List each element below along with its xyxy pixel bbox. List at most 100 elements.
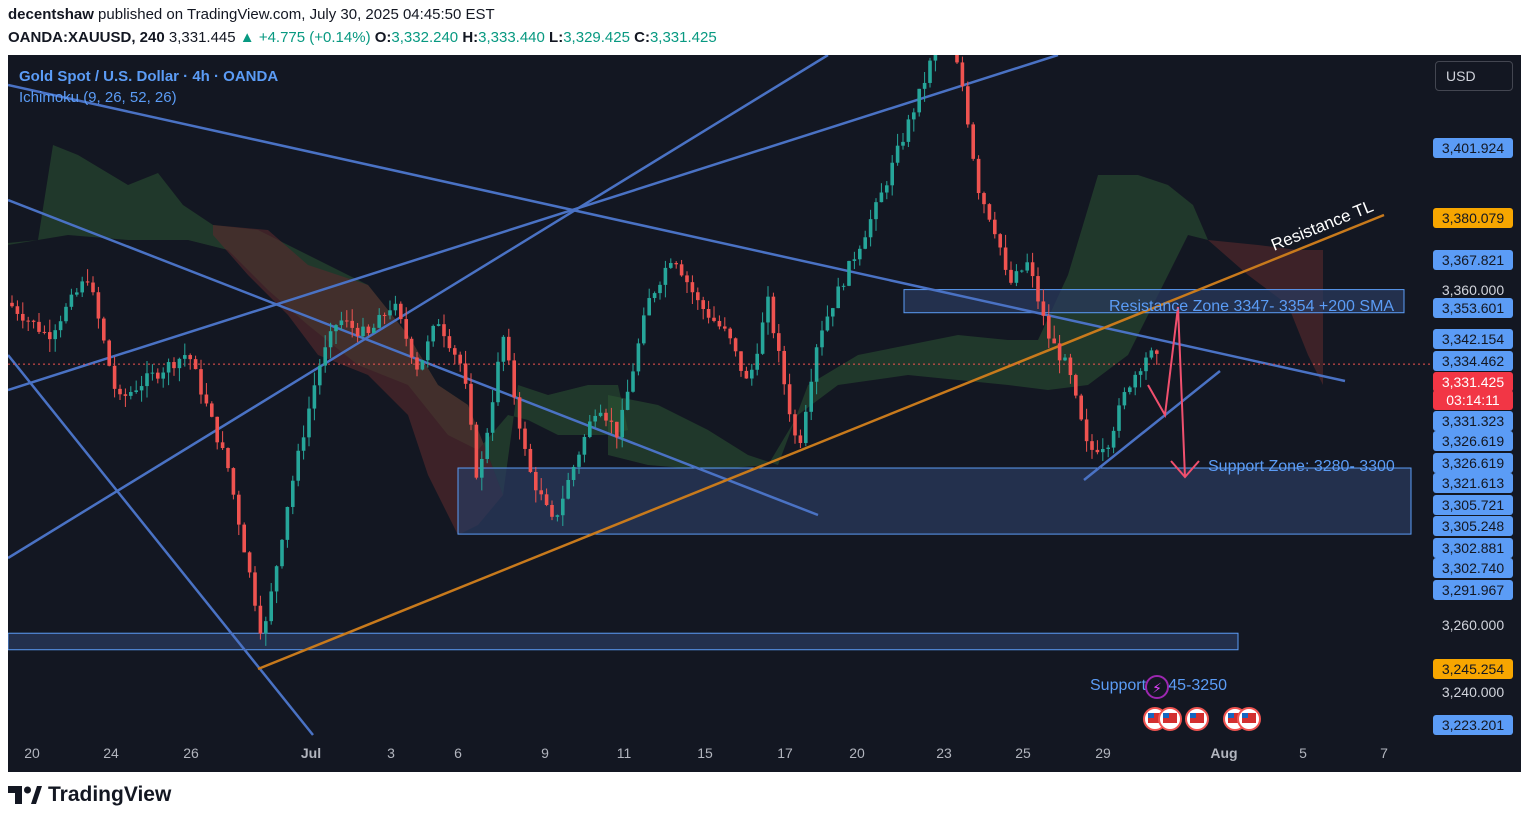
chart-canvas[interactable]: Resistance Zone 3347- 3354 +200 SMA Suppo… <box>8 55 1521 772</box>
candle[interactable] <box>760 312 765 355</box>
candle[interactable] <box>966 81 970 128</box>
support-zone-label[interactable]: Support Zone: 3280- 3300 <box>1208 458 1395 475</box>
candle[interactable] <box>1101 438 1105 462</box>
channel-line-lower[interactable] <box>8 55 829 560</box>
candle[interactable] <box>917 88 921 117</box>
candle[interactable] <box>58 315 63 338</box>
candle[interactable] <box>285 506 290 548</box>
candle[interactable] <box>696 287 700 310</box>
candle[interactable] <box>69 288 74 310</box>
candle[interactable] <box>1133 371 1137 396</box>
candle[interactable] <box>253 566 257 612</box>
candle[interactable] <box>1030 252 1035 288</box>
candle[interactable] <box>874 198 878 231</box>
candle[interactable] <box>399 301 403 324</box>
candle[interactable] <box>1009 261 1013 285</box>
resistance-trendline[interactable] <box>257 213 1385 671</box>
candle[interactable] <box>571 464 576 487</box>
candle[interactable] <box>258 595 263 640</box>
candle[interactable] <box>901 132 905 150</box>
candle[interactable] <box>480 451 484 491</box>
candle[interactable] <box>1014 264 1019 287</box>
candle[interactable] <box>636 338 641 376</box>
candle[interactable] <box>64 303 68 324</box>
candle[interactable] <box>879 183 884 203</box>
candle[interactable] <box>31 319 36 329</box>
candle[interactable] <box>1063 354 1067 362</box>
candle[interactable] <box>809 368 813 421</box>
candle[interactable] <box>577 451 581 474</box>
candle[interactable] <box>841 283 846 291</box>
candle[interactable] <box>1090 434 1094 459</box>
candle[interactable] <box>960 56 965 92</box>
candle[interactable] <box>885 181 889 200</box>
candle[interactable] <box>582 434 587 463</box>
candle[interactable] <box>361 317 365 339</box>
candle[interactable] <box>663 260 668 298</box>
candle[interactable] <box>42 325 47 335</box>
candle[interactable] <box>150 364 155 381</box>
candle[interactable] <box>744 366 749 379</box>
candle[interactable] <box>199 359 203 404</box>
candle[interactable] <box>669 258 673 269</box>
candle[interactable] <box>566 472 570 500</box>
candle[interactable] <box>674 261 678 269</box>
candle[interactable] <box>766 286 770 335</box>
candle[interactable] <box>404 307 408 347</box>
channel-line-upper[interactable] <box>8 55 1059 392</box>
candle[interactable] <box>539 478 543 501</box>
candle[interactable] <box>771 292 776 339</box>
candle[interactable] <box>793 409 797 444</box>
candle[interactable] <box>750 363 754 386</box>
candle[interactable] <box>701 296 705 320</box>
candle[interactable] <box>447 329 452 352</box>
candle[interactable] <box>420 359 425 371</box>
candle[interactable] <box>145 361 149 398</box>
candle[interactable] <box>156 368 160 384</box>
candle[interactable] <box>345 310 349 328</box>
candle[interactable] <box>366 324 371 336</box>
candle[interactable] <box>804 404 808 447</box>
us-economic-event-icon[interactable] <box>1237 707 1261 731</box>
candle[interactable] <box>107 339 111 367</box>
resistance-zone-label[interactable]: Resistance Zone 3347- 3354 +200 SMA <box>1109 298 1394 315</box>
candle[interactable] <box>550 500 554 521</box>
candle[interactable] <box>490 390 495 441</box>
candle[interactable] <box>312 372 317 421</box>
candle[interactable] <box>1057 334 1062 374</box>
candle[interactable] <box>712 306 716 323</box>
candle[interactable] <box>350 309 354 338</box>
flash-event-icon[interactable] <box>1145 675 1169 699</box>
candle[interactable] <box>1117 398 1121 438</box>
candle[interactable] <box>517 392 522 440</box>
candle[interactable] <box>431 324 435 347</box>
candle[interactable] <box>1144 352 1148 380</box>
candle[interactable] <box>112 356 117 398</box>
candle[interactable] <box>247 551 252 578</box>
candle[interactable] <box>852 251 857 270</box>
candle[interactable] <box>642 307 646 346</box>
candle[interactable] <box>172 357 176 376</box>
candle[interactable] <box>561 485 565 526</box>
candle[interactable] <box>588 414 592 439</box>
us-economic-event-icon[interactable] <box>1185 707 1209 731</box>
candle[interactable] <box>993 211 997 239</box>
candle[interactable] <box>183 343 187 367</box>
currency-button[interactable]: USD <box>1435 61 1513 91</box>
candle[interactable] <box>620 398 624 448</box>
candle[interactable] <box>728 327 732 345</box>
candle[interactable] <box>1155 349 1159 365</box>
candle[interactable] <box>53 324 57 352</box>
candle[interactable] <box>226 447 230 472</box>
candle[interactable] <box>75 288 79 297</box>
candle[interactable] <box>442 314 446 348</box>
candle[interactable] <box>690 275 695 305</box>
candle[interactable] <box>463 350 468 389</box>
candle[interactable] <box>469 373 473 431</box>
candle[interactable] <box>388 300 392 320</box>
candle[interactable] <box>922 72 927 102</box>
descending-trendline[interactable] <box>8 83 1346 383</box>
descending-trendline-2[interactable] <box>8 198 819 517</box>
candle[interactable] <box>118 384 122 401</box>
candle[interactable] <box>507 328 511 365</box>
